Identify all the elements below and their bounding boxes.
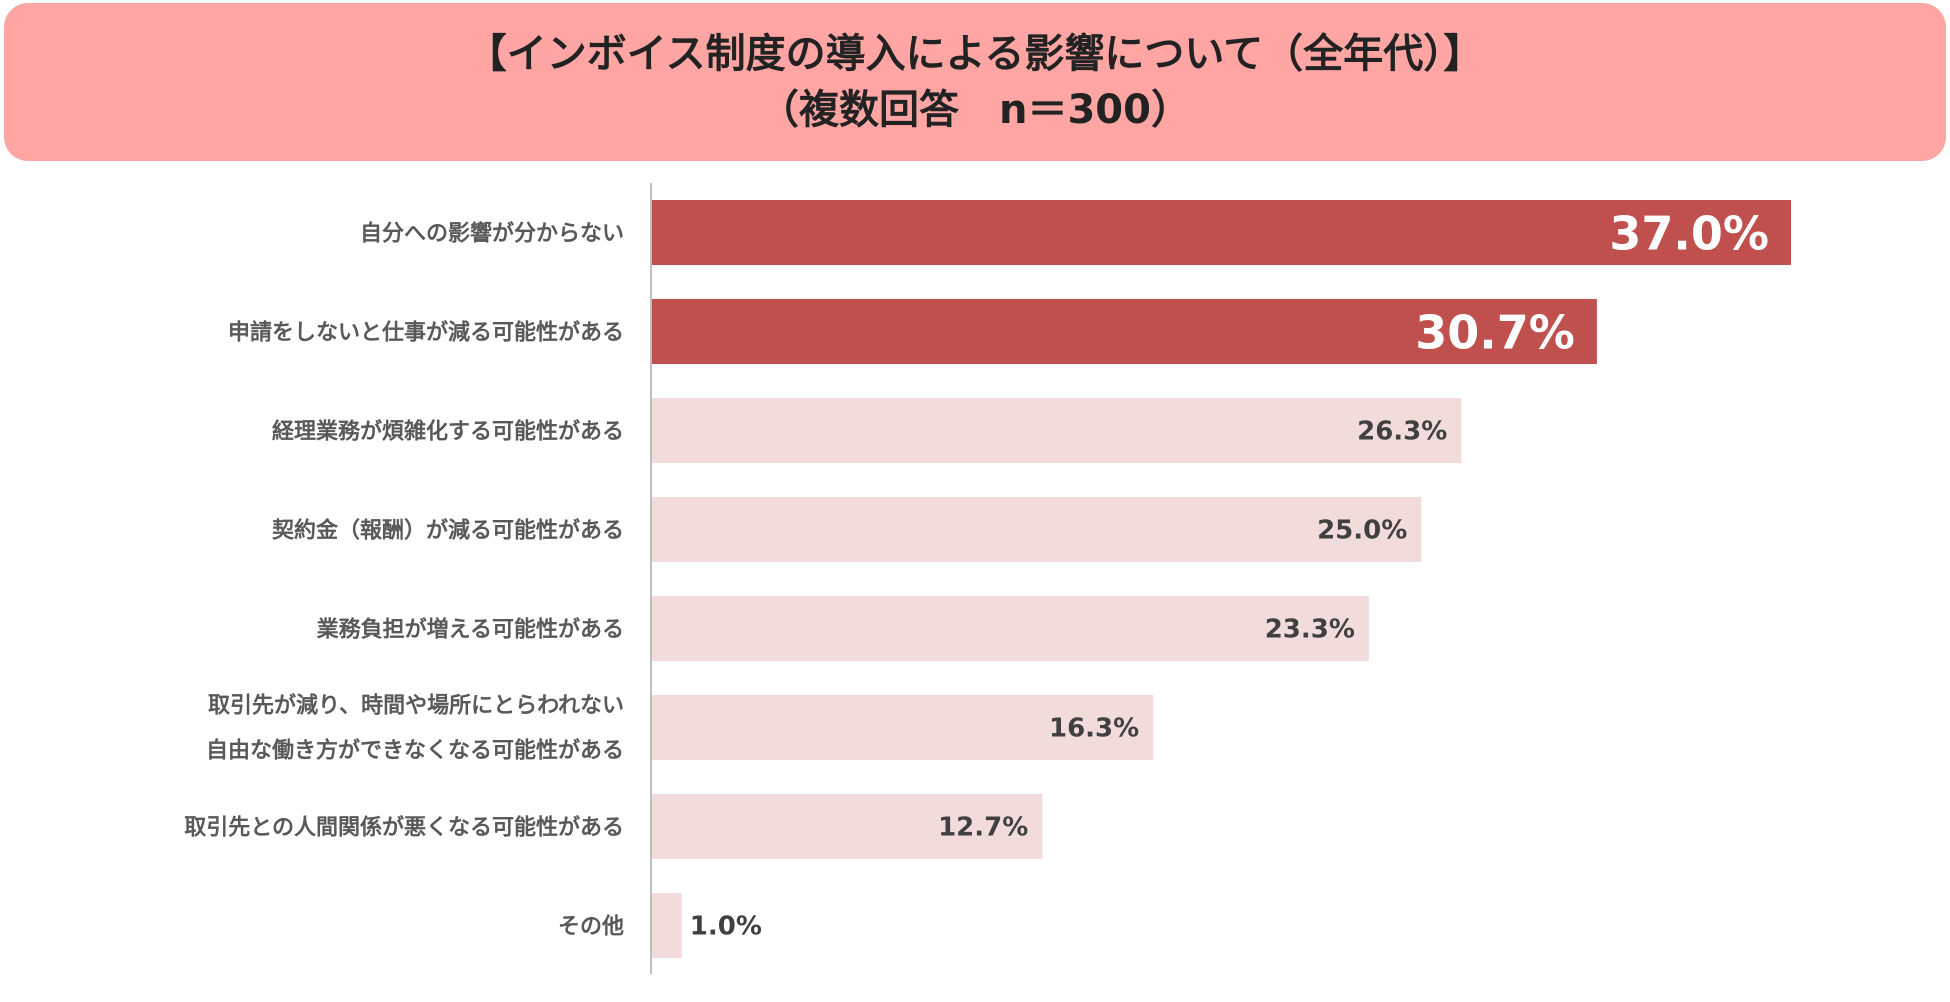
data-label: 16.3% [1049,714,1139,744]
data-label: 23.3% [1265,615,1355,645]
data-label: 37.0% [1609,207,1769,261]
bar [651,200,1791,265]
category-label: 取引先との人間関係が悪くなる可能性がある [184,815,624,841]
category-label: 取引先が減り、時間や場所にとらわれない [208,693,624,719]
chart-title: 【インボイス制度の導入による影響について（全年代）】 [466,31,1484,77]
bar [651,596,1369,661]
data-label: 1.0% [690,912,762,942]
category-label: 自分への影響が分からない [360,221,624,247]
chart-subtitle: （複数回答 n＝300） [759,87,1191,133]
data-label: 26.3% [1357,417,1447,447]
data-label: 25.0% [1317,516,1407,546]
bar [651,299,1597,364]
bar [651,497,1422,562]
category-label: 業務負担が増える可能性がある [317,617,624,643]
category-label: 契約金（報酬）が減る可能性がある [271,518,624,544]
data-label: 30.7% [1415,306,1575,360]
category-label: その他 [558,915,624,940]
category-label: 自由な働き方ができなくなる可能性がある [206,738,624,764]
bar [651,794,1043,859]
bar [651,893,682,958]
chart-title-banner: 【インボイス制度の導入による影響について（全年代）】 （複数回答 n＝300） [4,3,1946,161]
bar [651,695,1154,760]
bar [651,398,1462,463]
category-label: 申請をしないと仕事が減る可能性がある [228,320,624,346]
category-label: 経理業務が煩雑化する可能性がある [272,419,624,445]
data-label: 12.7% [938,813,1028,843]
